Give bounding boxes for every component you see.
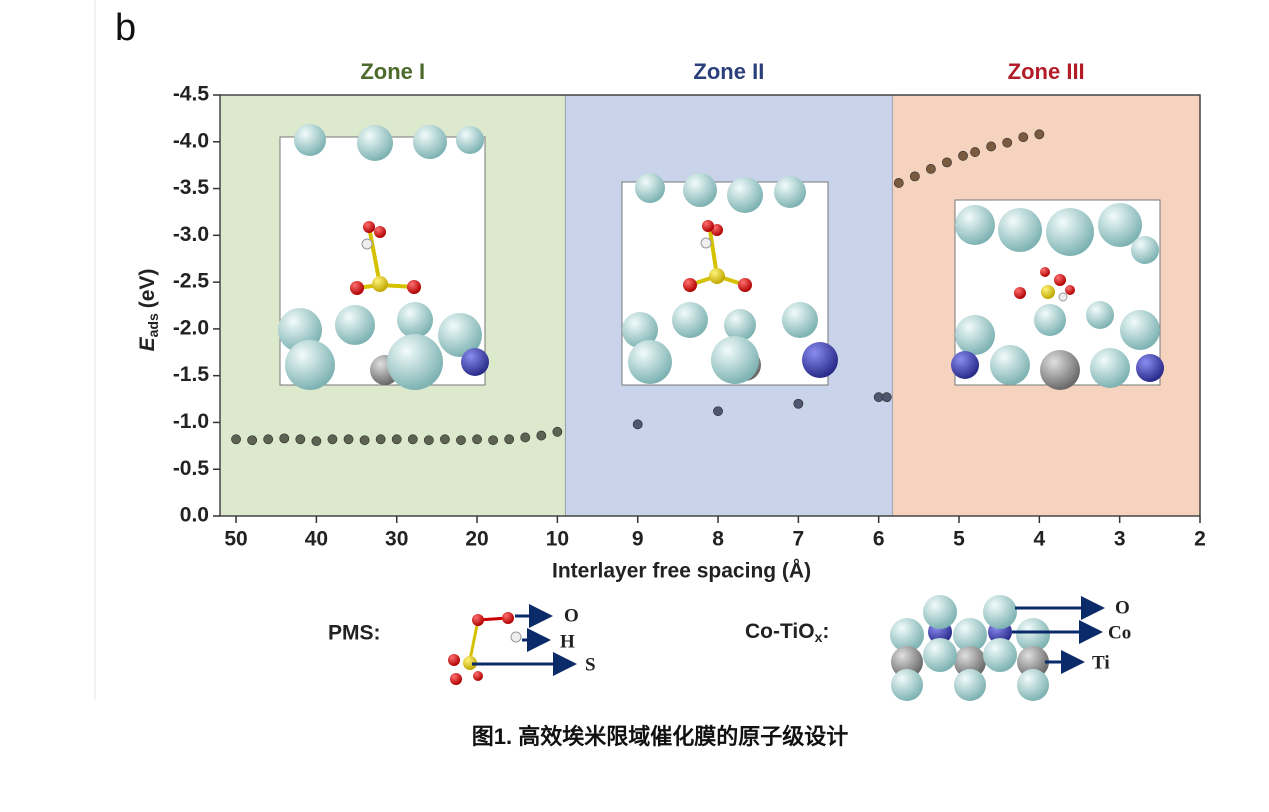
x-tick-label: 9 [632,528,644,551]
x-tick-label: 20 [465,528,488,551]
data-point [488,435,499,446]
data-point [423,435,434,446]
x-tick-label: 50 [224,528,247,551]
y-tick-label: -4.5 [173,83,210,106]
data-point [958,150,968,161]
x-tick-label: 3 [1114,528,1126,551]
inset-zone-1 [278,124,489,390]
data-point [295,434,306,445]
atom-label: S [585,654,596,675]
data-point [263,434,274,445]
zone-label: Zone I [360,59,425,84]
y-tick-label: -1.0 [173,410,209,433]
y-tick-label: 0.0 [180,504,209,527]
y-label-unit: (eV) [136,269,159,309]
x-tick-label: 30 [385,528,408,551]
y-tick-label: -2.5 [173,270,210,293]
y-axis-label: Eads (eV) [136,269,161,352]
zone-label: Zone II [693,59,764,84]
cotiox-subscript: x [815,629,823,645]
data-point [279,433,290,444]
y-tick-label: -0.5 [173,457,210,480]
data-point [504,434,515,445]
data-point [440,434,450,445]
atom-label: O [564,605,579,626]
x-axis-label: Interlayer free spacing (Å) [552,559,811,583]
data-point [311,436,322,447]
data-point [456,435,466,446]
atom-label: H [560,631,575,652]
data-point [552,426,563,437]
data-point [909,171,920,182]
data-point [247,435,258,446]
data-point [520,432,531,443]
cotiox-suffix: : [822,620,829,643]
data-point [926,164,936,174]
inset-zone-2 [621,173,838,386]
data-point [713,406,723,417]
y-tick-label: -4.0 [173,129,209,152]
data-point [632,419,643,430]
legend-pms: PMS: O H S [328,604,596,685]
inset-zone-3 [951,199,1164,390]
y-tick-label: -3.0 [173,223,209,246]
cotiox-text: Co-TiO [745,620,815,643]
x-tick-label: 2 [1194,528,1206,551]
data-point [1034,129,1045,140]
data-point [881,392,892,403]
data-point [536,430,547,441]
x-tick-label: 8 [712,528,724,551]
data-point [893,178,904,188]
x-tick-label: 4 [1034,528,1046,551]
data-point [942,157,952,168]
x-tick-label: 40 [305,528,328,551]
data-point [359,435,370,446]
data-point [327,434,338,445]
data-point [231,434,241,445]
data-point [343,434,354,445]
panel-label: b [115,7,136,49]
x-tick-label: 5 [953,528,965,551]
pms-label: PMS: [328,622,381,645]
plot-area: 0.0 -0.5 -1.0 -1.5 -2.0 -2.5 -3.0 -3.5 -4.0 -4.5 5… [173,83,1206,551]
data-point [793,398,804,409]
atom-label: Co [1108,622,1131,643]
y-tick-label: -2.0 [173,316,209,339]
data-point [970,147,980,157]
y-label-subscript: ads [145,313,161,337]
x-tick-label: 10 [546,528,569,551]
data-point [375,434,386,445]
data-point [472,434,482,445]
x-tick-label: 6 [873,528,885,551]
y-tick-label: -1.5 [173,363,210,386]
data-point [391,434,402,445]
plot-frame [219,94,1201,517]
data-point [986,141,997,152]
insets [278,124,1164,390]
data-point [1002,137,1013,148]
atom-label: O [1115,597,1130,618]
data-point [1018,132,1029,142]
cotiox-label: Co-TiOx: [745,620,829,645]
y-tick-label: -3.5 [173,176,210,199]
zone-label: Zone III [1008,59,1085,84]
atom-label: Ti [1092,652,1110,673]
x-tick-label: 7 [793,528,805,551]
legend-cotiox: Co-TiOx: O Co Ti [745,595,1131,701]
data-point [407,434,418,445]
y-label-symbol: E [136,336,159,351]
caption: 图1. 高效埃米限域催化膜的原子级设计 [472,724,848,749]
